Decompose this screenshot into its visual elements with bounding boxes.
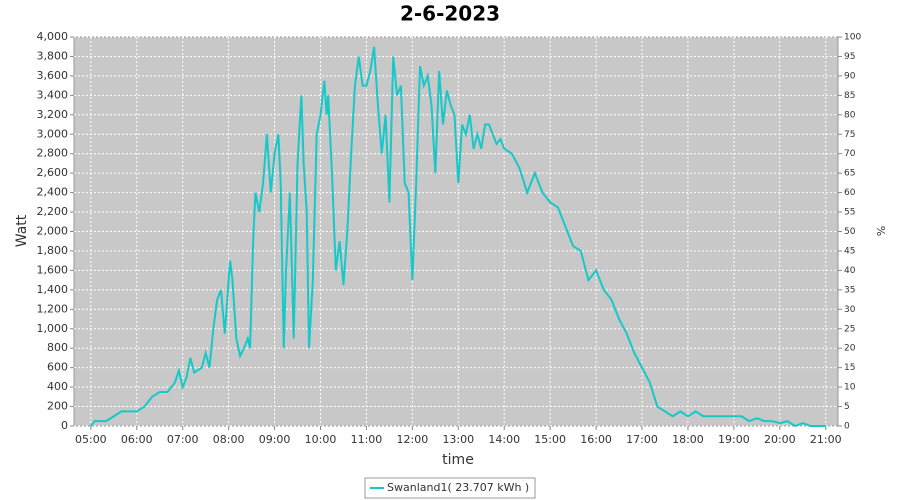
x-axis-label: time — [442, 452, 474, 468]
y2-tick-label: 5 — [844, 402, 850, 412]
y2-tick-label: 15 — [844, 363, 855, 373]
y-tick-label: 1,000 — [37, 322, 69, 335]
y2-tick-label: 65 — [844, 169, 855, 179]
x-tick-label: 19:00 — [718, 433, 750, 446]
y-tick-label: 3,000 — [37, 127, 69, 140]
y-tick-label: 2,200 — [37, 205, 69, 218]
legend-box — [364, 477, 536, 499]
y-tick-label: 1,400 — [37, 283, 69, 296]
y-tick-label: 400 — [47, 380, 68, 393]
y2-axis-label: % — [875, 226, 888, 236]
x-tick-label: 14:00 — [488, 433, 520, 446]
y2-tick-label: 30 — [844, 305, 856, 315]
x-tick-label: 12:00 — [397, 433, 429, 446]
y-tick-label: 1,800 — [37, 244, 69, 257]
y2-tick-label: 50 — [844, 227, 856, 237]
y2-tick-label: 40 — [844, 266, 856, 276]
y2-tick-label: 95 — [844, 52, 855, 62]
y-tick-label: 2,600 — [37, 166, 69, 179]
y-tick-label: 4,000 — [37, 30, 69, 43]
x-tick-label: 09:00 — [259, 433, 291, 446]
x-tick-label: 17:00 — [626, 433, 658, 446]
legend-label: Swanland1( 23.707 kWh ) — [387, 481, 529, 494]
y2-tick-label: 75 — [844, 130, 855, 140]
y-tick-label: 800 — [47, 341, 68, 354]
x-tick-label: 18:00 — [672, 433, 704, 446]
y2-tick-label: 35 — [844, 285, 855, 295]
x-tick-label: 13:00 — [442, 433, 474, 446]
y2-tick-label: 90 — [844, 71, 856, 81]
y-tick-label: 3,200 — [37, 108, 69, 121]
x-tick-label: 07:00 — [167, 433, 199, 446]
y2-tick-label: 25 — [844, 324, 855, 334]
y-tick-label: 600 — [47, 361, 68, 374]
x-tick-label: 15:00 — [534, 433, 566, 446]
y2-tick-label: 55 — [844, 208, 855, 218]
y2-tick-label: 60 — [844, 188, 856, 198]
chart-title: 2-6-2023 — [400, 2, 500, 26]
x-tick-label: 20:00 — [764, 433, 796, 446]
y2-tick-label: 45 — [844, 246, 855, 256]
y-tick-label: 1,200 — [37, 302, 69, 315]
x-tick-label: 05:00 — [75, 433, 107, 446]
x-tick-label: 06:00 — [121, 433, 153, 446]
y-tick-label: 200 — [47, 400, 68, 413]
y-tick-label: 2,800 — [37, 147, 69, 160]
y2-tick-label: 85 — [844, 91, 855, 101]
x-tick-label: 21:00 — [810, 433, 842, 446]
y2-tick-label: 80 — [844, 110, 856, 120]
y-tick-label: 0 — [61, 419, 68, 432]
legend: Swanland1( 23.707 kWh ) — [364, 477, 536, 499]
y2-tick-label: 10 — [844, 383, 856, 393]
y2-tick-label: 70 — [844, 149, 856, 159]
data-line — [90, 46, 826, 428]
y-tick-label: 3,800 — [37, 49, 69, 62]
x-tick-label: 08:00 — [213, 433, 245, 446]
y2-tick-label: 20 — [844, 344, 856, 354]
x-tick-label: 16:00 — [580, 433, 612, 446]
y2-tick-label: 0 — [844, 422, 850, 432]
y-tick-label: 1,600 — [37, 263, 69, 276]
y-tick-label: 2,400 — [37, 186, 69, 199]
y-tick-label: 3,600 — [37, 69, 69, 82]
y-tick-label: 2,000 — [37, 225, 69, 238]
y-tick-label: 3,400 — [37, 88, 69, 101]
x-tick-label: 11:00 — [351, 433, 383, 446]
y-axis-label: Watt — [14, 214, 30, 247]
y2-tick-label: 100 — [844, 33, 861, 43]
x-tick-label: 10:00 — [305, 433, 337, 446]
